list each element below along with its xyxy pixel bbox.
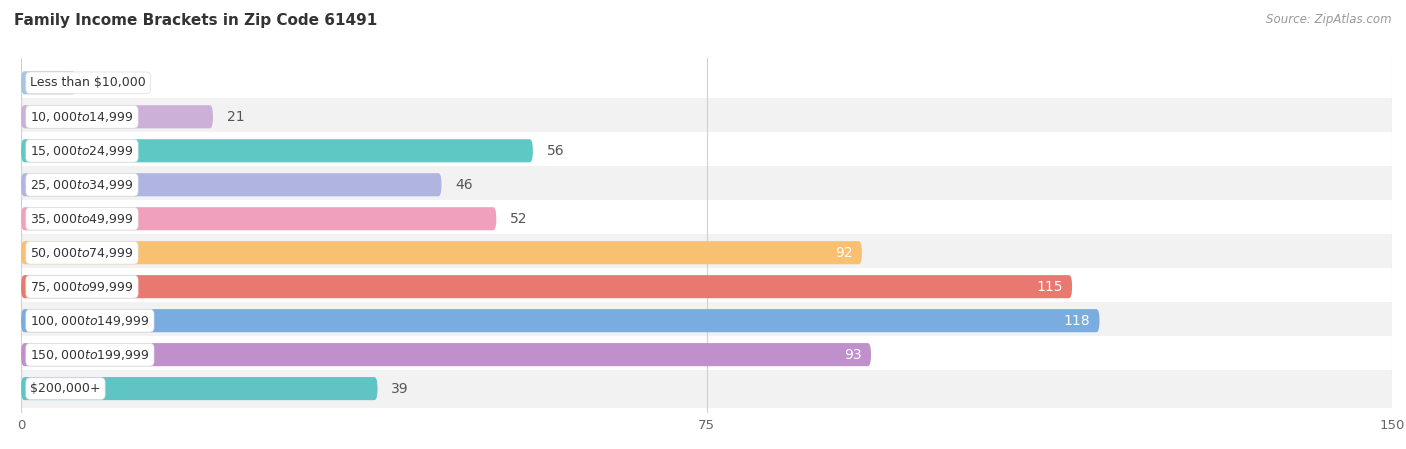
Text: 39: 39 xyxy=(391,382,409,396)
Bar xyxy=(21,166,1392,204)
Bar xyxy=(21,64,1392,102)
Text: 92: 92 xyxy=(835,246,853,260)
Bar xyxy=(21,268,1392,306)
FancyBboxPatch shape xyxy=(21,275,1073,298)
Text: 56: 56 xyxy=(547,144,564,158)
Bar xyxy=(21,233,1392,272)
FancyBboxPatch shape xyxy=(21,71,76,94)
Text: Less than $10,000: Less than $10,000 xyxy=(31,76,146,89)
FancyBboxPatch shape xyxy=(21,377,377,400)
FancyBboxPatch shape xyxy=(21,105,214,128)
Bar xyxy=(21,370,1392,408)
Bar xyxy=(21,98,1392,136)
Text: Family Income Brackets in Zip Code 61491: Family Income Brackets in Zip Code 61491 xyxy=(14,13,377,28)
FancyBboxPatch shape xyxy=(21,343,872,366)
Text: $25,000 to $34,999: $25,000 to $34,999 xyxy=(31,178,134,192)
Text: $200,000+: $200,000+ xyxy=(31,382,101,395)
FancyBboxPatch shape xyxy=(21,139,533,163)
Text: 52: 52 xyxy=(510,212,527,226)
Text: $75,000 to $99,999: $75,000 to $99,999 xyxy=(31,280,134,294)
FancyBboxPatch shape xyxy=(21,207,496,230)
Text: 93: 93 xyxy=(844,348,862,361)
Bar xyxy=(21,132,1392,170)
Bar xyxy=(21,302,1392,340)
Text: $10,000 to $14,999: $10,000 to $14,999 xyxy=(31,110,134,124)
Text: $50,000 to $74,999: $50,000 to $74,999 xyxy=(31,246,134,260)
Text: Source: ZipAtlas.com: Source: ZipAtlas.com xyxy=(1267,13,1392,26)
Text: $35,000 to $49,999: $35,000 to $49,999 xyxy=(31,212,134,226)
Text: 115: 115 xyxy=(1036,280,1063,294)
Text: $150,000 to $199,999: $150,000 to $199,999 xyxy=(31,348,149,361)
Bar xyxy=(21,200,1392,238)
Text: $100,000 to $149,999: $100,000 to $149,999 xyxy=(31,314,149,328)
Text: 118: 118 xyxy=(1064,314,1091,328)
Bar xyxy=(21,335,1392,374)
FancyBboxPatch shape xyxy=(21,241,862,264)
FancyBboxPatch shape xyxy=(21,173,441,196)
Text: 46: 46 xyxy=(456,178,472,192)
FancyBboxPatch shape xyxy=(21,309,1099,332)
Text: 21: 21 xyxy=(226,110,245,124)
Text: 6: 6 xyxy=(90,76,98,90)
Text: $15,000 to $24,999: $15,000 to $24,999 xyxy=(31,144,134,158)
